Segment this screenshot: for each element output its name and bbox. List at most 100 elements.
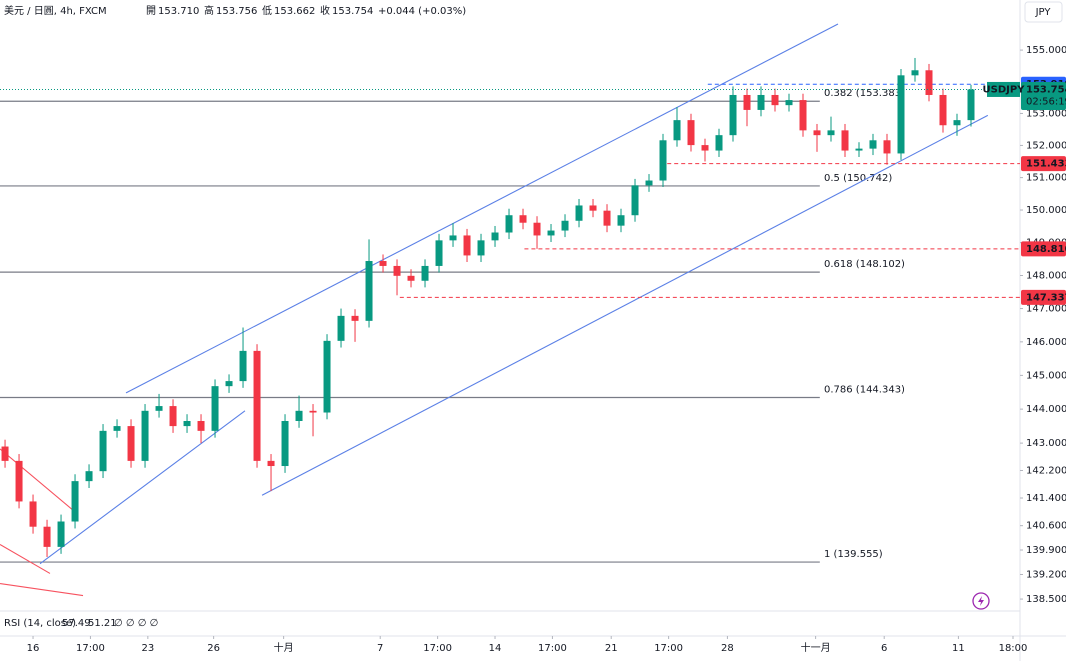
- candle-body: [127, 426, 135, 461]
- x-tick-label: 18:00: [999, 643, 1028, 654]
- ohlc-key: 低: [262, 4, 272, 17]
- candle-body: [197, 420, 205, 431]
- candle-body: [589, 205, 597, 211]
- last-price-label: 153.754: [1026, 84, 1066, 95]
- y-tick-label: 141.400: [1026, 493, 1066, 504]
- price-tag-label: 147.337: [1026, 292, 1066, 303]
- candle-body: [1, 446, 9, 461]
- x-tick-label: 7: [377, 643, 383, 654]
- alert-bolt: [978, 596, 984, 606]
- candle-body: [435, 240, 443, 266]
- trendline: [125, 23, 839, 394]
- candle-body: [645, 180, 653, 186]
- candle-body: [239, 350, 247, 382]
- candle-body: [421, 265, 429, 281]
- ohlc-value: 153.754: [332, 6, 373, 17]
- candle-body: [827, 130, 835, 136]
- candle-body: [533, 222, 541, 236]
- y-tick-label: 148.000: [1026, 270, 1066, 281]
- x-tick-label: 11: [952, 643, 965, 654]
- candle-body: [617, 215, 625, 226]
- fib-label: 0.5 (150.742): [824, 173, 892, 184]
- x-tick-label: 23: [141, 643, 154, 654]
- price-tag: [1021, 241, 1066, 257]
- x-tick-label: 21: [605, 643, 618, 654]
- fib-label: 0.382 (153.383): [824, 88, 905, 99]
- ohlc-legend: 開 153.710 高 153.756 低 153.662 收 153.754 +0.044 (…: [146, 4, 466, 17]
- candle-body: [323, 340, 331, 413]
- y-tick-label: 138.500: [1026, 594, 1066, 605]
- ohlc-key: 高: [204, 4, 214, 17]
- y-tick-label: 140.600: [1026, 521, 1066, 532]
- candle-body: [57, 521, 65, 547]
- x-tick-label: 17:00: [76, 643, 105, 654]
- y-tick-label: 139.900: [1026, 545, 1066, 556]
- candle-body: [141, 410, 149, 461]
- candle-body: [505, 215, 513, 233]
- ohlc-key: 收: [320, 4, 330, 17]
- countdown: 02:56:19: [1026, 96, 1066, 107]
- x-tick-label: 17:00: [654, 643, 683, 654]
- y-tick-label: 139.200: [1026, 569, 1066, 580]
- candle-body: [225, 381, 233, 387]
- candle-body: [351, 315, 359, 321]
- candle-body: [561, 220, 569, 231]
- candle-body: [631, 185, 639, 216]
- candle-body: [547, 230, 555, 236]
- ohlc-value: 153.756: [216, 6, 257, 17]
- x-tick-label: 14: [489, 643, 502, 654]
- candle-body: [309, 410, 317, 413]
- trendline: [0, 543, 51, 574]
- x-tick-label: 十一月: [801, 641, 831, 654]
- fib-label: 0.786 (144.343): [824, 385, 905, 396]
- candle-body: [953, 120, 961, 126]
- candle-body: [757, 94, 765, 110]
- candle-body: [883, 140, 891, 154]
- trendline: [0, 448, 73, 510]
- currency-button[interactable]: [1024, 1, 1063, 23]
- candle-body: [575, 205, 583, 221]
- candle-body: [925, 70, 933, 95]
- ohlc-value: 153.662: [274, 6, 315, 17]
- price-tag-label: 151.433: [1026, 159, 1066, 170]
- currency[interactable]: JPY: [1035, 7, 1052, 18]
- candle-body: [869, 140, 877, 149]
- last-price-tag: [1021, 81, 1066, 110]
- y-tick-label: 150.000: [1026, 205, 1066, 216]
- candle-body: [477, 240, 485, 256]
- candle-body: [855, 148, 863, 151]
- rsi-title: RSI (14, close): [4, 618, 76, 629]
- ohlc-value: 153.710: [158, 6, 199, 17]
- candle-body: [715, 135, 723, 151]
- candle-body: [99, 430, 107, 472]
- candle-body: [603, 210, 611, 226]
- price-tag: [1021, 156, 1066, 172]
- candle-body: [939, 94, 947, 126]
- candle-body: [785, 100, 793, 106]
- plot: 0.382 (153.383) 0.5 (150.742) 0.618 (148.1…: [0, 23, 1020, 597]
- symbol: 美元 / 日圓, 4h, FXCM: [4, 4, 107, 17]
- candle-body: [71, 481, 79, 522]
- y-tick-label: 153.000: [1026, 108, 1066, 119]
- candle-body: [155, 406, 163, 411]
- candle-body: [295, 410, 303, 421]
- rsi-value: 57.49: [62, 618, 91, 629]
- candle-body: [379, 261, 387, 266]
- symbol-tag: [987, 81, 1020, 97]
- rsi-extra: ∅ ∅ ∅ ∅: [114, 618, 158, 629]
- candle-body: [29, 501, 37, 527]
- candle-body: [687, 120, 695, 146]
- candle-body: [43, 526, 51, 547]
- candle-body: [337, 315, 345, 341]
- candle-body: [659, 140, 667, 181]
- y-tick-label: 152.000: [1026, 140, 1066, 151]
- candle-body: [113, 426, 121, 431]
- candle-body: [85, 471, 93, 482]
- y-tick-label: 146.000: [1026, 337, 1066, 348]
- price-tag: [1021, 289, 1066, 305]
- change: +0.044 (+0.03%): [378, 6, 466, 17]
- candle-body: [211, 386, 219, 431]
- y-tick-label: 155.000: [1026, 45, 1066, 56]
